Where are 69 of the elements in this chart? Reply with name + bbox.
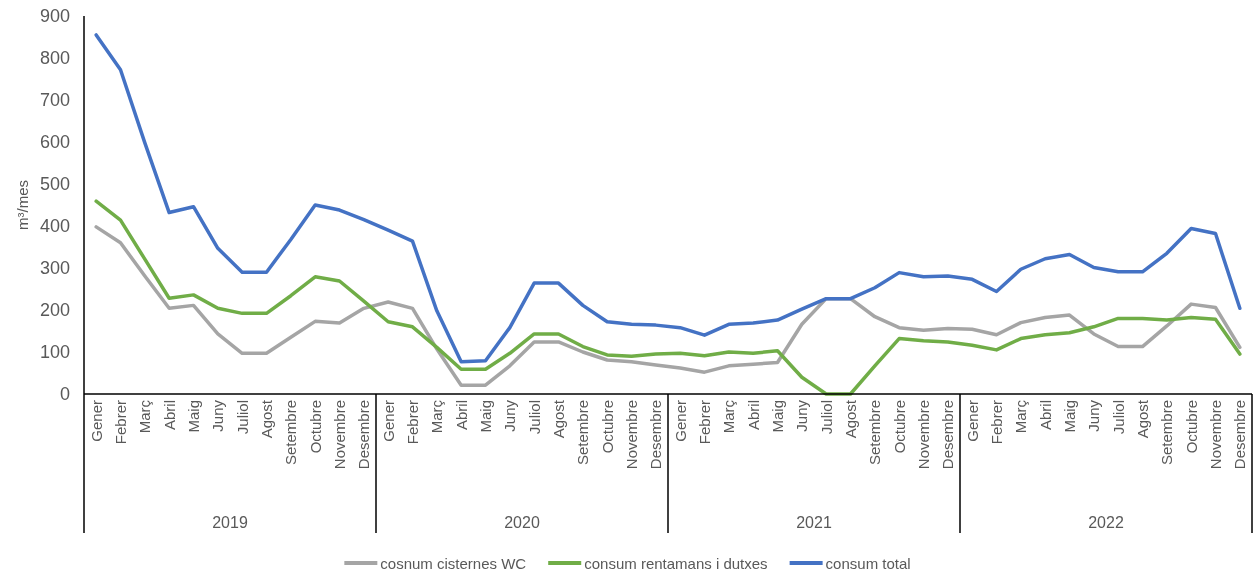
y-tick-label: 800 — [39, 48, 70, 68]
x-tick-label: Maig — [477, 400, 494, 433]
y-tick-label: 400 — [39, 216, 70, 236]
x-tick-label: Febrer — [696, 400, 713, 445]
x-tick-label: Gener — [87, 400, 105, 442]
legend-label: cosnum cisternes WC — [380, 554, 527, 572]
x-tick-label: Setembre — [282, 400, 300, 466]
x-tick-label: Gener — [671, 400, 689, 442]
line-series — [94, 199, 1242, 396]
x-tick-label: Desembre — [939, 400, 957, 470]
x-tick-label: Juliol — [817, 400, 835, 435]
x-tick-label: Novembre — [1207, 400, 1224, 470]
x-tick-label: Maig — [769, 400, 786, 433]
text: 2021 — [796, 513, 832, 531]
x-tick-label: Febrer — [112, 400, 129, 445]
x-tick-label: Agost — [1134, 399, 1151, 439]
x-tick-label: Abril — [452, 400, 470, 431]
x-tick-label: Juny — [793, 399, 811, 432]
x-tick-label: Juny — [1085, 399, 1103, 432]
x-tick-label: Juliol — [525, 400, 543, 435]
x-tick-label: Febrer — [988, 400, 1005, 445]
x-tick-label: Octubre — [598, 400, 616, 454]
y-tick-label: 700 — [39, 90, 70, 110]
legend-label: consum rentamans i dutxes — [584, 554, 768, 572]
x-tick-label: Març — [720, 399, 738, 434]
y-tick-label: 100 — [39, 342, 70, 362]
line-series — [94, 33, 1242, 364]
x-tick-label: Setembre — [866, 400, 884, 466]
y-axis-title: m³/mes — [13, 180, 31, 230]
x-tick-label: Setembre — [574, 400, 592, 466]
y-tick-label: 500 — [39, 174, 70, 194]
x-tick-label: Abril — [160, 400, 178, 431]
text: 2020 — [504, 513, 540, 531]
x-tick-label: Agost — [550, 399, 567, 439]
text: 2022 — [1088, 513, 1124, 531]
x-tick-label: Gener — [379, 400, 397, 442]
x-tick-label: Gener — [963, 400, 981, 442]
x-tick-label: Novembre — [331, 400, 348, 470]
y-tick-label: 0 — [59, 384, 70, 404]
x-tick-label: Abril — [744, 400, 762, 431]
x-tick-label: Octubre — [1182, 400, 1200, 454]
text: 2019 — [212, 513, 248, 531]
x-tick-label: Octubre — [306, 400, 324, 454]
x-tick-label: Octubre — [890, 400, 908, 454]
y-tick-label: 200 — [39, 300, 70, 320]
x-tick-label: Agost — [258, 399, 275, 439]
x-tick-label: Setembre — [1158, 400, 1176, 466]
y-tick-label: 900 — [39, 6, 70, 26]
x-tick-label: Desembre — [1231, 400, 1249, 470]
x-tick-label: Juliol — [233, 400, 251, 435]
line-series — [94, 225, 1242, 387]
x-tick-label: Abril — [1036, 400, 1054, 431]
x-tick-label: Març — [136, 399, 154, 434]
x-tick-label: Juny — [501, 399, 519, 432]
x-tick-label: Maig — [1061, 400, 1078, 433]
y-tick-label: 300 — [39, 258, 70, 278]
x-tick-label: Març — [428, 399, 446, 434]
legend-label: consum total — [825, 554, 911, 572]
y-tick-label: 600 — [39, 132, 70, 152]
x-tick-label: Desembre — [355, 400, 373, 470]
x-tick-label: Març — [1012, 399, 1030, 434]
x-tick-label: Febrer — [404, 400, 421, 445]
x-tick-label: Novembre — [915, 400, 932, 470]
x-tick-label: Maig — [185, 400, 202, 433]
x-tick-label: Agost — [842, 399, 859, 439]
x-tick-label: Desembre — [647, 400, 665, 470]
x-tick-label: Juliol — [1109, 400, 1127, 435]
x-tick-label: Novembre — [623, 400, 640, 470]
x-tick-label: Juny — [209, 399, 227, 432]
